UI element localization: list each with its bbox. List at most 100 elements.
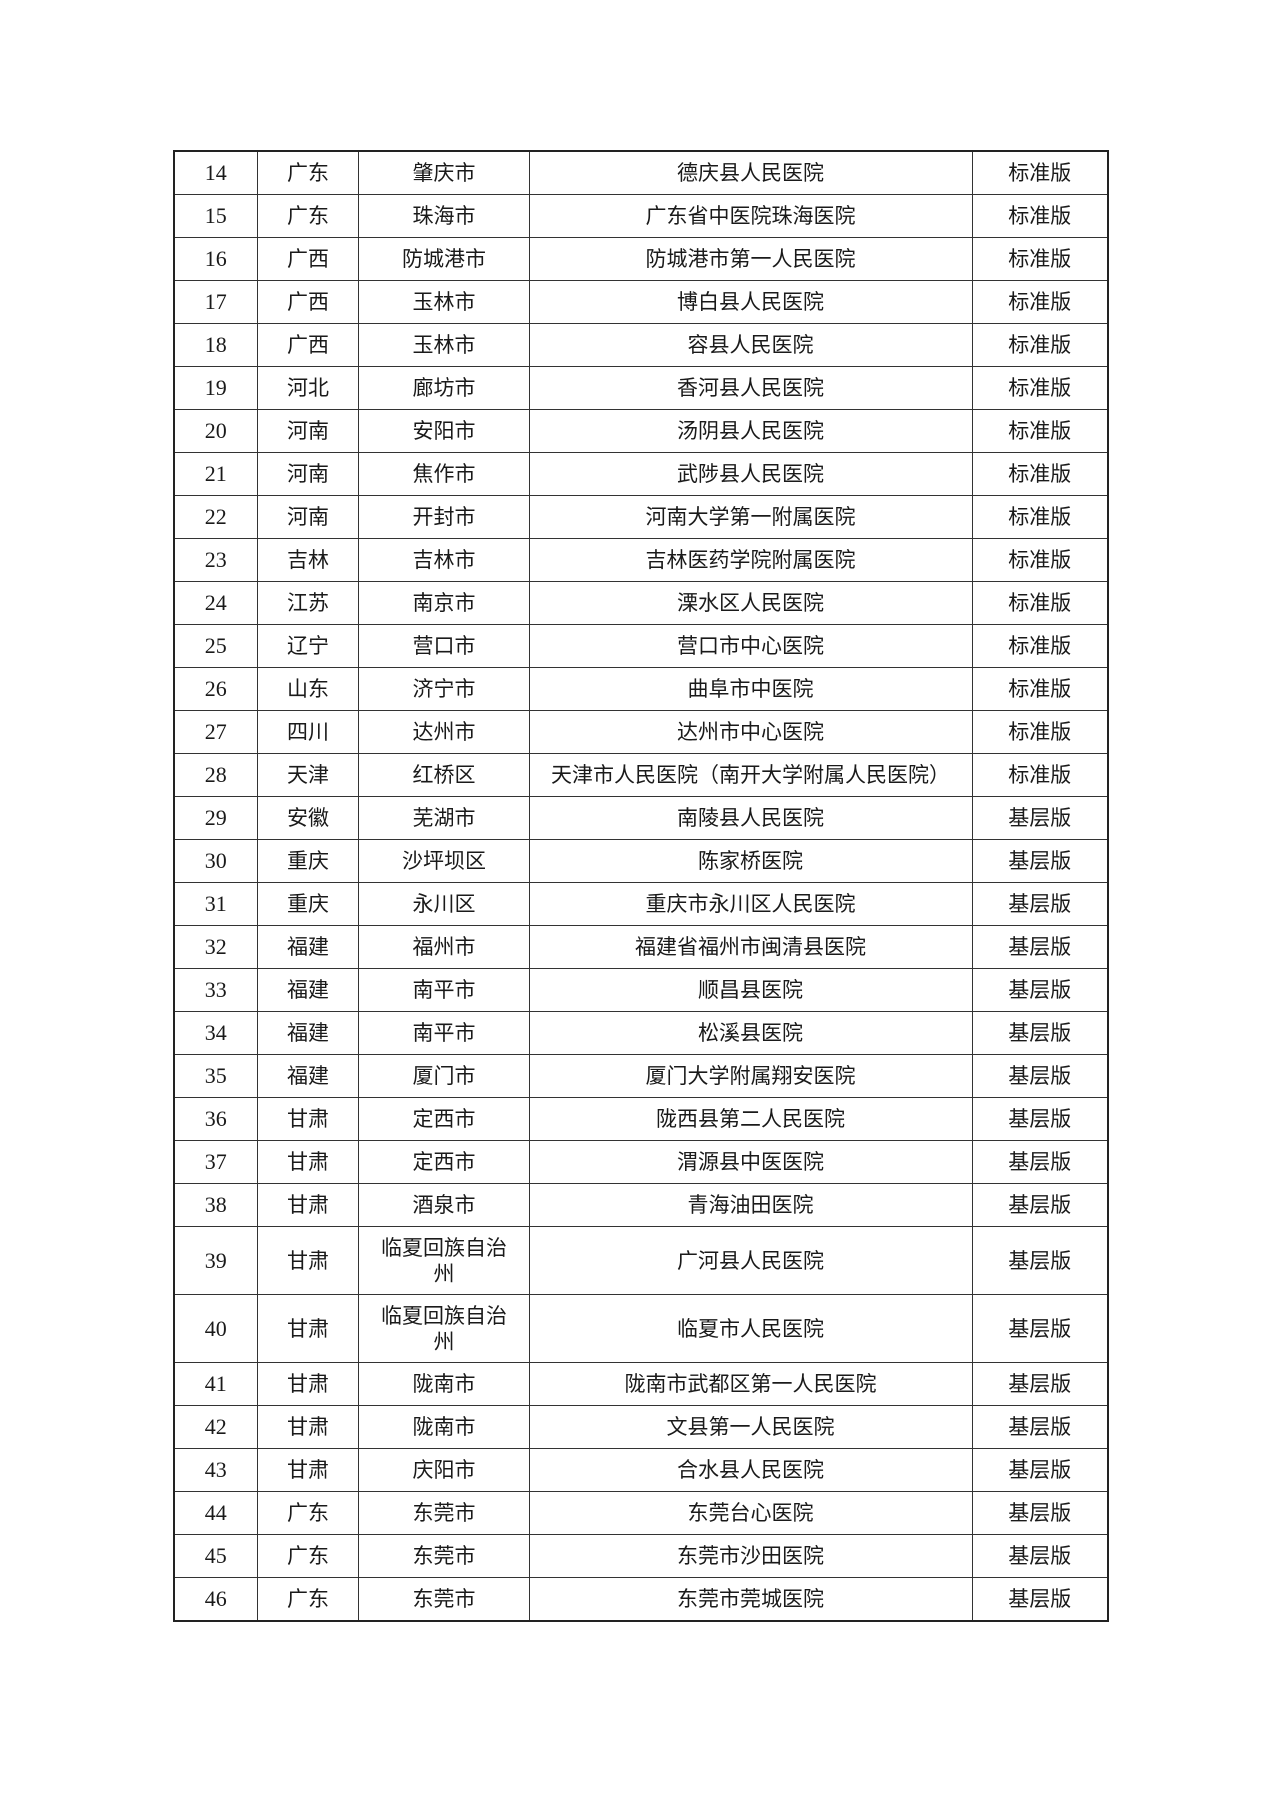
edition-cell: 标准版 xyxy=(971,624,1109,668)
province-cell: 辽宁 xyxy=(256,624,360,668)
edition-cell: 标准版 xyxy=(971,280,1109,324)
province-cell: 广东 xyxy=(256,150,360,195)
row-number: 34 xyxy=(173,1011,258,1055)
province-cell: 甘肃 xyxy=(256,1362,360,1406)
row-number: 16 xyxy=(173,237,258,281)
hospital-cell: 松溪县医院 xyxy=(528,1011,973,1055)
hospital-cell: 渭源县中医医院 xyxy=(528,1140,973,1184)
hospital-cell: 防城港市第一人民医院 xyxy=(528,237,973,281)
hospital-cell: 临夏市人民医院 xyxy=(528,1294,973,1363)
table-row: 42 甘肃 陇南市 文县第一人民医院 基层版 xyxy=(173,1405,1109,1449)
city-cell: 定西市 xyxy=(358,1097,530,1141)
edition-cell: 基层版 xyxy=(971,1294,1109,1363)
hospital-cell: 重庆市永川区人民医院 xyxy=(528,882,973,926)
hospital-table: 14 广东 肇庆市 德庆县人民医院 标准版 15 广东 珠海市 广东省中医院珠海医院 标准版 16 广… xyxy=(173,150,1109,1622)
edition-cell: 基层版 xyxy=(971,968,1109,1012)
row-number: 46 xyxy=(173,1577,258,1622)
province-cell: 重庆 xyxy=(256,882,360,926)
row-number: 44 xyxy=(173,1491,258,1535)
table-row: 38 甘肃 酒泉市 青海油田医院 基层版 xyxy=(173,1183,1109,1227)
city-cell: 玉林市 xyxy=(358,280,530,324)
row-number: 27 xyxy=(173,710,258,754)
edition-cell: 基层版 xyxy=(971,1577,1109,1622)
hospital-cell: 吉林医药学院附属医院 xyxy=(528,538,973,582)
row-number: 36 xyxy=(173,1097,258,1141)
row-number: 35 xyxy=(173,1054,258,1098)
edition-cell: 标准版 xyxy=(971,667,1109,711)
city-cell: 南平市 xyxy=(358,968,530,1012)
city-cell: 防城港市 xyxy=(358,237,530,281)
province-cell: 甘肃 xyxy=(256,1448,360,1492)
province-cell: 广东 xyxy=(256,1534,360,1578)
province-cell: 福建 xyxy=(256,968,360,1012)
table-row: 36 甘肃 定西市 陇西县第二人民医院 基层版 xyxy=(173,1097,1109,1141)
hospital-cell: 汤阴县人民医院 xyxy=(528,409,973,453)
table-row: 45 广东 东莞市 东莞市沙田医院 基层版 xyxy=(173,1534,1109,1578)
edition-cell: 基层版 xyxy=(971,1054,1109,1098)
row-number: 26 xyxy=(173,667,258,711)
edition-cell: 标准版 xyxy=(971,150,1109,195)
city-cell: 东莞市 xyxy=(358,1577,530,1622)
city-cell: 东莞市 xyxy=(358,1534,530,1578)
province-cell: 山东 xyxy=(256,667,360,711)
edition-cell: 标准版 xyxy=(971,495,1109,539)
province-cell: 广东 xyxy=(256,1491,360,1535)
hospital-cell: 陇南市武都区第一人民医院 xyxy=(528,1362,973,1406)
city-cell: 南京市 xyxy=(358,581,530,625)
edition-cell: 基层版 xyxy=(971,1534,1109,1578)
edition-cell: 标准版 xyxy=(971,538,1109,582)
table-body: 14 广东 肇庆市 德庆县人民医院 标准版 15 广东 珠海市 广东省中医院珠海医院 标准版 16 广… xyxy=(173,150,1109,1622)
row-number: 40 xyxy=(173,1294,258,1363)
edition-cell: 标准版 xyxy=(971,409,1109,453)
row-number: 38 xyxy=(173,1183,258,1227)
hospital-cell: 营口市中心医院 xyxy=(528,624,973,668)
edition-cell: 标准版 xyxy=(971,710,1109,754)
city-cell: 东莞市 xyxy=(358,1491,530,1535)
hospital-cell: 文县第一人民医院 xyxy=(528,1405,973,1449)
table-row: 23 吉林 吉林市 吉林医药学院附属医院 标准版 xyxy=(173,538,1109,582)
edition-cell: 标准版 xyxy=(971,581,1109,625)
city-cell: 玉林市 xyxy=(358,323,530,367)
hospital-cell: 东莞市沙田医院 xyxy=(528,1534,973,1578)
hospital-cell: 达州市中心医院 xyxy=(528,710,973,754)
hospital-cell: 德庆县人民医院 xyxy=(528,150,973,195)
city-cell: 陇南市 xyxy=(358,1362,530,1406)
edition-cell: 基层版 xyxy=(971,1405,1109,1449)
province-cell: 甘肃 xyxy=(256,1097,360,1141)
edition-cell: 基层版 xyxy=(971,925,1109,969)
city-cell: 肇庆市 xyxy=(358,150,530,195)
table-row: 41 甘肃 陇南市 陇南市武都区第一人民医院 基层版 xyxy=(173,1362,1109,1406)
province-cell: 福建 xyxy=(256,1054,360,1098)
table-row: 25 辽宁 营口市 营口市中心医院 标准版 xyxy=(173,624,1109,668)
hospital-cell: 南陵县人民医院 xyxy=(528,796,973,840)
edition-cell: 基层版 xyxy=(971,882,1109,926)
row-number: 15 xyxy=(173,194,258,238)
edition-cell: 基层版 xyxy=(971,1362,1109,1406)
city-cell: 永川区 xyxy=(358,882,530,926)
row-number: 19 xyxy=(173,366,258,410)
province-cell: 广西 xyxy=(256,323,360,367)
province-cell: 广西 xyxy=(256,280,360,324)
row-number: 43 xyxy=(173,1448,258,1492)
hospital-cell: 广河县人民医院 xyxy=(528,1226,973,1295)
table-row: 44 广东 东莞市 东莞台心医院 基层版 xyxy=(173,1491,1109,1535)
table-row: 34 福建 南平市 松溪县医院 基层版 xyxy=(173,1011,1109,1055)
table-row: 20 河南 安阳市 汤阴县人民医院 标准版 xyxy=(173,409,1109,453)
table-row: 24 江苏 南京市 溧水区人民医院 标准版 xyxy=(173,581,1109,625)
province-cell: 广东 xyxy=(256,1577,360,1622)
province-cell: 江苏 xyxy=(256,581,360,625)
province-cell: 广东 xyxy=(256,194,360,238)
edition-cell: 基层版 xyxy=(971,1011,1109,1055)
row-number: 21 xyxy=(173,452,258,496)
province-cell: 重庆 xyxy=(256,839,360,883)
table-row: 16 广西 防城港市 防城港市第一人民医院 标准版 xyxy=(173,237,1109,281)
city-cell: 定西市 xyxy=(358,1140,530,1184)
province-cell: 甘肃 xyxy=(256,1226,360,1295)
province-cell: 甘肃 xyxy=(256,1405,360,1449)
edition-cell: 基层版 xyxy=(971,1183,1109,1227)
table-row: 21 河南 焦作市 武陟县人民医院 标准版 xyxy=(173,452,1109,496)
hospital-cell: 曲阜市中医院 xyxy=(528,667,973,711)
province-cell: 安徽 xyxy=(256,796,360,840)
hospital-cell: 博白县人民医院 xyxy=(528,280,973,324)
province-cell: 甘肃 xyxy=(256,1294,360,1363)
